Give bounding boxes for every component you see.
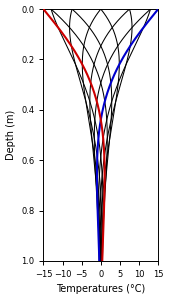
X-axis label: Temperatures (°C): Temperatures (°C) xyxy=(56,284,145,294)
Y-axis label: Depth (m): Depth (m) xyxy=(6,110,16,160)
